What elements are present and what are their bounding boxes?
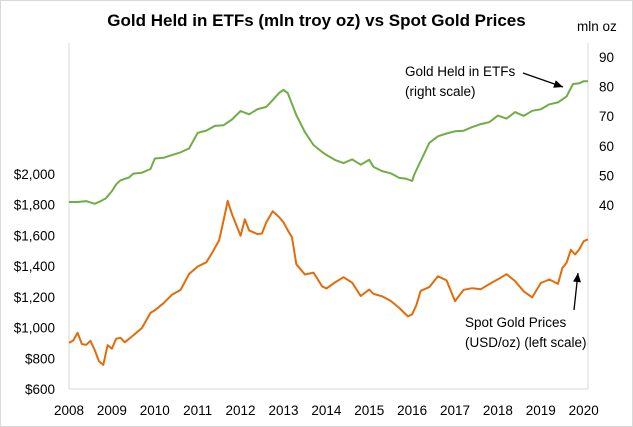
x-tick-label: 2015 — [354, 403, 384, 418]
right-tick-label: 80 — [599, 80, 614, 95]
x-tick-label: 2014 — [311, 403, 342, 418]
right-tick-label: 90 — [599, 50, 614, 65]
left-tick-label: $2,000 — [14, 167, 55, 182]
series-layer — [68, 80, 589, 366]
x-tick-label: 2012 — [226, 403, 256, 418]
etf-annotation-arrow-head — [553, 80, 563, 88]
etf-holdings-line — [69, 80, 589, 205]
x-tick-label: 2009 — [97, 403, 127, 418]
left-tick-label: $1,600 — [14, 228, 55, 243]
x-tick-label: 2019 — [526, 403, 556, 418]
x-tick-label: 2008 — [54, 403, 84, 418]
x-tick-label: 2013 — [268, 403, 298, 418]
left-tick-label: $1,000 — [14, 321, 55, 336]
left-tick-label: $600 — [25, 382, 55, 397]
x-tick-label: 2020 — [569, 403, 599, 418]
annotation-layer: Gold Held in ETFs (right scale) Spot Gold … — [405, 64, 587, 350]
left-tick-label: $1,400 — [14, 259, 55, 274]
price-annotation-arrow-head — [573, 273, 582, 283]
chart-title: Gold Held in ETFs (mln troy oz) vs Spot … — [107, 11, 526, 30]
left-tick-label: $1,800 — [14, 198, 55, 213]
x-tick-label: 2011 — [183, 403, 212, 418]
right-tick-label: 70 — [599, 109, 614, 124]
price-annotation-label: Spot Gold Prices (USD/oz) (left scale) — [465, 315, 587, 350]
right-axis-unit: mln oz — [577, 19, 617, 34]
x-tick-label: 2017 — [440, 403, 470, 418]
spot-price-line — [68, 199, 589, 366]
x-tick-label: 2010 — [140, 403, 170, 418]
left-tick-label: $800 — [25, 351, 55, 366]
right-tick-label: 50 — [599, 168, 614, 183]
x-tick-label: 2016 — [397, 403, 427, 418]
right-tick-label: 60 — [599, 139, 614, 154]
x-tick-label: 2018 — [483, 403, 513, 418]
axes-layer: $600 $800 $1,000 $1,200 $1,400 $1,600 $1,800 $2… — [14, 19, 617, 418]
etf-annotation-label: Gold Held in ETFs (right scale) — [405, 64, 516, 99]
left-tick-label: $1,200 — [14, 290, 55, 305]
right-tick-label: 40 — [599, 198, 614, 213]
